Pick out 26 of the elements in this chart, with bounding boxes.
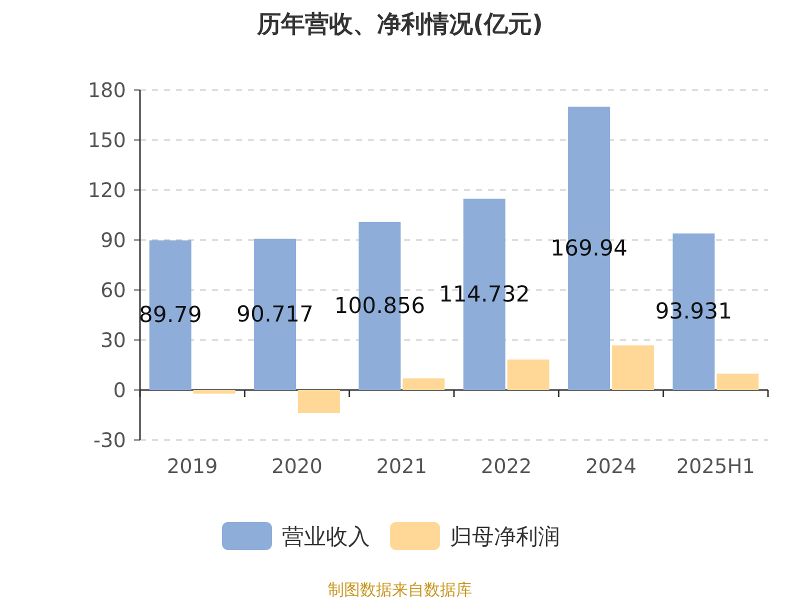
- y-tick-label: 60: [100, 278, 126, 302]
- data-label: 100.856: [334, 294, 426, 319]
- chart-title: 历年营收、净利情况(亿元): [256, 10, 543, 38]
- bar: [507, 360, 550, 390]
- text: 制图数据来自数据库: [328, 580, 472, 599]
- bar: [612, 345, 654, 390]
- x-tick-label: 2025H1: [676, 454, 756, 478]
- bar: [402, 378, 445, 390]
- legend-label: 归母净利润: [450, 525, 560, 550]
- bar: [298, 390, 340, 413]
- y-tick-label: 90: [100, 228, 126, 252]
- y-tick-label: 30: [100, 328, 126, 352]
- x-tick-label: 2020: [272, 454, 322, 478]
- legend-label: 营业收入: [282, 525, 370, 550]
- y-tick-label: 180: [88, 78, 126, 102]
- y-tick-label: 0: [113, 378, 126, 402]
- bar: [193, 390, 236, 394]
- x-tick-label: 2021: [376, 454, 428, 478]
- y-tick-label: -30: [93, 428, 126, 452]
- x-tick-label: 2022: [480, 454, 532, 478]
- bar: [716, 374, 759, 390]
- x-tick-label: 2019: [166, 454, 218, 478]
- data-label: 114.732: [438, 282, 530, 308]
- y-tick-label: 150: [88, 128, 126, 152]
- x-tick-label: 2024: [586, 454, 636, 478]
- y-tick-label: 120: [88, 178, 126, 202]
